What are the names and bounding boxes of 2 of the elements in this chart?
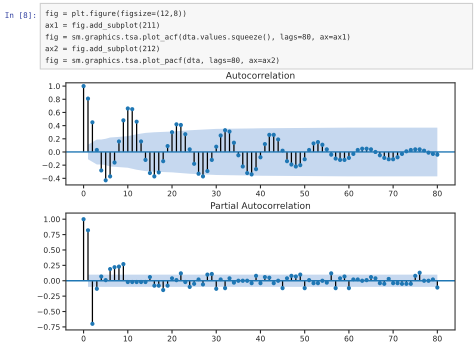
chart-title: Partial Autocorrelation	[211, 202, 310, 209]
chart-title: Autocorrelation	[226, 72, 294, 79]
